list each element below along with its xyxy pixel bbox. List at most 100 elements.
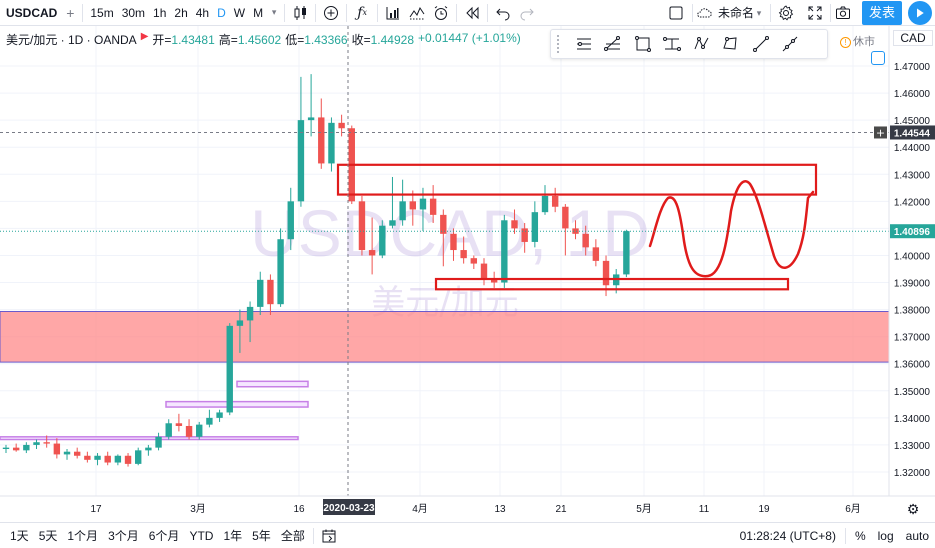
- horizontal-lines-icon[interactable]: [569, 31, 599, 57]
- currency-label[interactable]: CAD: [893, 30, 933, 46]
- range-1m[interactable]: 1个月: [67, 529, 99, 543]
- range-ytd[interactable]: YTD: [189, 528, 214, 543]
- candle-body: [602, 260, 610, 286]
- candle-body: [419, 198, 427, 210]
- fullscreen-icon[interactable]: [803, 1, 827, 25]
- separator: [82, 3, 84, 22]
- clock-time[interactable]: 01:28:24 (UTC+8): [739, 528, 836, 543]
- drawings-zones[interactable]: [0, 310, 890, 441]
- bar-replay-icon[interactable]: [460, 1, 484, 25]
- range-1d[interactable]: 1天: [10, 529, 29, 543]
- plus-icon-bg[interactable]: [874, 126, 887, 139]
- gear-icon[interactable]: [774, 1, 798, 25]
- layout-name[interactable]: 未命名: [718, 6, 755, 20]
- financials-icon[interactable]: [381, 1, 405, 25]
- interval-w[interactable]: W: [233, 5, 246, 20]
- polyline-icon[interactable]: [717, 31, 747, 57]
- candle-body: [246, 306, 254, 321]
- chevron-down-icon[interactable]: ▾: [756, 7, 762, 18]
- plus-icon[interactable]: +: [876, 126, 885, 139]
- candle-body: [124, 455, 132, 464]
- price-tick-label: 1.35000: [894, 387, 931, 398]
- forecast-wave-path[interactable]: [648, 180, 815, 278]
- candle-body: [562, 206, 569, 229]
- range-box[interactable]: [0, 436, 299, 441]
- auto-toggle[interactable]: auto: [905, 528, 929, 543]
- undo-icon[interactable]: [491, 1, 515, 25]
- chart-pane[interactable]: USDCAD, 1D 美元/加元 1.47000 1.46000 1.45000 1.…: [0, 26, 935, 522]
- interval-4h[interactable]: 4h: [195, 5, 210, 20]
- fullscreen-layout-icon[interactable]: [664, 1, 688, 25]
- candle-body: [175, 423, 183, 426]
- alert-clock-icon[interactable]: [429, 1, 453, 25]
- candle-body: [94, 455, 101, 460]
- chart-legend: 美元/加元 · 1D · OANDA ▶ 开=1.43481 高=1.45602…: [6, 31, 521, 48]
- time-axis[interactable]: 17 3月 16 4月 13 21 5月 11 19 6月 ⚙ 2020-03-23: [0, 495, 935, 518]
- bottom-right-controls: 01:28:24 (UTC+8) % log auto: [734, 523, 935, 548]
- pattern-icon[interactable]: [687, 31, 717, 57]
- gear-icon[interactable]: ⚙: [907, 502, 920, 518]
- play-icon[interactable]: [908, 1, 932, 25]
- range-all[interactable]: 全部: [280, 529, 305, 543]
- market-status[interactable]: ! 休市: [840, 33, 875, 49]
- interval-2h[interactable]: 2h: [174, 5, 188, 20]
- chevron-down-icon[interactable]: ▾: [271, 7, 277, 17]
- support-box[interactable]: [434, 277, 790, 291]
- templates-icon[interactable]: [405, 1, 429, 25]
- goto-date-icon[interactable]: [317, 524, 341, 548]
- time-tick-label: 19: [758, 504, 770, 515]
- percent-toggle[interactable]: %: [854, 528, 866, 543]
- range-1y[interactable]: 1年: [223, 529, 243, 543]
- rectangle-icon[interactable]: [628, 31, 658, 57]
- flag-icon[interactable]: ▶: [140, 31, 149, 42]
- range-6m[interactable]: 6个月: [148, 529, 180, 543]
- range-3m[interactable]: 3个月: [108, 529, 139, 543]
- candle-type-icon[interactable]: [288, 1, 312, 25]
- compare-plus-icon[interactable]: [319, 1, 343, 25]
- interval-d[interactable]: D: [217, 5, 226, 20]
- log-toggle[interactable]: log: [877, 528, 894, 543]
- legend-title[interactable]: 美元/加元 · 1D · OANDA: [6, 33, 137, 47]
- interval-15m[interactable]: 15m: [90, 5, 114, 20]
- drag-handle[interactable]: [557, 35, 563, 53]
- interval-1h[interactable]: 1h: [153, 5, 167, 20]
- legend-close: 1.44928: [370, 33, 415, 47]
- interval-30m[interactable]: 30m: [121, 5, 146, 20]
- candle-body: [53, 443, 61, 455]
- interval-m[interactable]: M: [253, 5, 264, 20]
- ruler-range-icon[interactable]: [658, 31, 688, 57]
- fib-lines-icon[interactable]: [599, 31, 629, 57]
- publish-button[interactable]: 发表: [862, 1, 902, 25]
- supply-zone-rectangle[interactable]: [0, 310, 890, 363]
- crosshair: [0, 26, 889, 496]
- range-5y[interactable]: 5年: [252, 529, 271, 543]
- trend-line-icon[interactable]: [746, 31, 776, 57]
- range-box[interactable]: [236, 380, 309, 388]
- drawings-freehand[interactable]: [336, 163, 818, 291]
- time-tick-label: 4月: [412, 503, 428, 515]
- resistance-box[interactable]: [336, 163, 818, 196]
- scale-toggle-button[interactable]: [871, 51, 885, 65]
- range-5d[interactable]: 5天: [38, 529, 58, 543]
- last-price-tag: [890, 224, 935, 239]
- separator: [487, 3, 489, 22]
- candle-body: [409, 201, 416, 210]
- camera-icon[interactable]: [831, 1, 855, 25]
- candle-body: [470, 258, 478, 264]
- price-axis[interactable]: 1.47000 1.46000 1.45000 1.44000 1.43000 1.420…: [874, 26, 935, 522]
- legend-high-label: 高=: [218, 33, 238, 47]
- redo-icon[interactable]: [515, 1, 539, 25]
- plus-icon[interactable]: +: [66, 4, 75, 21]
- cloud-icon[interactable]: [692, 1, 716, 25]
- symbol-search[interactable]: USDCAD: [6, 5, 58, 20]
- candle-body: [399, 201, 406, 221]
- candle-body: [480, 263, 488, 280]
- price-tick-label: 1.37000: [894, 333, 931, 344]
- range-box[interactable]: [165, 400, 309, 408]
- candle-body: [358, 201, 366, 251]
- price-chart[interactable]: USDCAD, 1D 美元/加元 1.470001.460001.450001.…: [0, 26, 935, 522]
- ray-icon[interactable]: [776, 31, 806, 57]
- candles: [2, 74, 630, 467]
